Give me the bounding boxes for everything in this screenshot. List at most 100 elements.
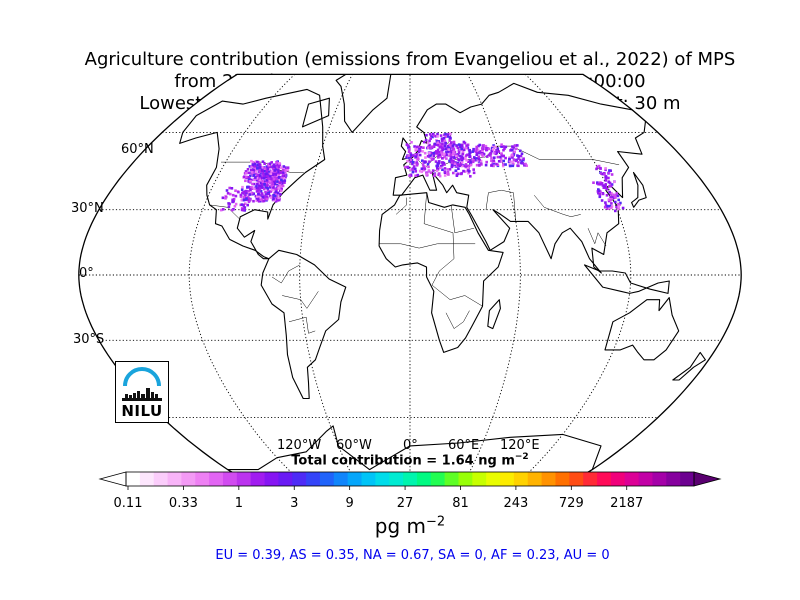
concentration-cell — [616, 194, 620, 198]
landmass-indonesia — [583, 264, 670, 294]
regional-contributions: EU = 0.39, AS = 0.35, NA = 0.67, SA = 0,… — [215, 548, 610, 563]
concentration-cell — [516, 144, 519, 147]
concentration-cell — [265, 197, 269, 201]
colorbar-swatch — [680, 472, 695, 486]
concentration-cell — [247, 177, 251, 181]
concentration-cell — [268, 162, 272, 165]
concentration-cell — [471, 150, 474, 153]
concentration-cell — [276, 168, 280, 172]
concentration-cell — [244, 179, 247, 183]
concentration-cell — [434, 160, 438, 163]
concentration-cell — [262, 187, 266, 191]
concentration-cell — [604, 167, 607, 170]
concentration-cell — [265, 184, 268, 187]
country-border — [288, 316, 316, 334]
concentration-cell — [599, 190, 602, 193]
concentration-cell — [495, 162, 498, 166]
coastlines — [179, 74, 706, 476]
concentration-cell — [256, 186, 260, 190]
concentration-cell — [277, 165, 280, 169]
concentration-cell — [464, 154, 468, 157]
concentration-cell — [272, 197, 275, 201]
concentration-cell — [484, 163, 488, 167]
concentration-cell — [250, 186, 253, 189]
landmass-greenland — [335, 74, 392, 133]
concentration-cell — [252, 168, 255, 172]
concentration-cell — [465, 144, 469, 147]
concentration-cell — [435, 143, 439, 147]
concentration-cell — [277, 178, 281, 181]
concentration-cell — [607, 198, 611, 201]
concentration-cell — [424, 138, 428, 142]
concentration-cell — [459, 163, 463, 166]
concentration-cell — [444, 135, 447, 139]
concentration-cell — [410, 141, 413, 144]
concentration-cell — [258, 170, 262, 174]
concentration-cell — [275, 161, 279, 164]
colorbar-tick-label: 243 — [503, 496, 529, 511]
concentration-cell — [492, 159, 495, 162]
colorbar-swatch — [361, 472, 376, 486]
map-outline — [78, 73, 742, 477]
concentration-cell — [471, 160, 475, 164]
concentration-cell — [419, 146, 423, 149]
concentration-cell — [504, 145, 508, 149]
concentration-cell — [600, 199, 604, 202]
concentration-cell — [268, 170, 271, 174]
concentration-cell — [472, 147, 475, 151]
concentration-cell — [466, 166, 469, 170]
colorbar-swatch — [500, 472, 515, 486]
colorbar-swatch — [666, 472, 681, 486]
concentration-cell — [489, 152, 492, 155]
concentration-cell — [440, 152, 443, 155]
concentration-cell — [597, 182, 600, 186]
concentration-cell — [519, 158, 522, 162]
concentration-cell — [475, 145, 478, 149]
concentration-cell — [478, 143, 481, 147]
lat-label-30n: 30°N — [71, 201, 104, 216]
concentration-cell — [512, 162, 515, 166]
concentration-cell — [603, 173, 606, 176]
concentration-cell — [258, 168, 262, 171]
concentration-cell — [433, 174, 436, 178]
concentration-cell — [510, 153, 514, 157]
concentration-cell — [450, 161, 454, 165]
country-border — [395, 197, 407, 215]
concentration-cell — [485, 148, 488, 152]
concentration-cell — [415, 153, 419, 156]
concentration-cell — [249, 174, 252, 178]
concentration-cell — [614, 200, 617, 204]
concentration-cell — [409, 153, 413, 156]
concentration-cell — [493, 156, 496, 159]
concentration-cell — [432, 154, 436, 158]
concentration-cell — [252, 192, 255, 195]
concentration-cell — [494, 145, 497, 149]
concentration-cell — [453, 162, 457, 166]
concentration-cell — [429, 137, 432, 140]
concentration-cell — [282, 165, 286, 168]
concentration-cell — [230, 187, 234, 190]
concentration-cell — [253, 187, 256, 191]
concentration-cell — [603, 184, 606, 188]
concentration-cell — [606, 204, 609, 208]
concentration-cell — [414, 155, 418, 158]
graticule — [78, 74, 742, 476]
concentration-cell — [597, 189, 601, 192]
concentration-cell — [475, 163, 479, 167]
concentration-cell — [257, 184, 261, 187]
concentration-cell — [260, 184, 263, 188]
concentration-cell — [453, 150, 457, 154]
country-border — [534, 195, 581, 217]
concentration-cell — [417, 157, 420, 161]
concentration-cell — [609, 195, 612, 199]
nilu-logo-text: NILU — [121, 402, 163, 420]
colorbar-swatch — [652, 472, 667, 486]
concentration-cell — [431, 135, 434, 139]
concentration-cell — [456, 162, 460, 166]
concentration-cell — [265, 174, 268, 178]
landmass-south-america — [260, 249, 347, 400]
colorbar-unit-base: pg m — [374, 514, 427, 538]
concentration-cell — [460, 147, 463, 151]
concentration-cell — [446, 144, 450, 148]
concentration-cell — [270, 169, 274, 173]
